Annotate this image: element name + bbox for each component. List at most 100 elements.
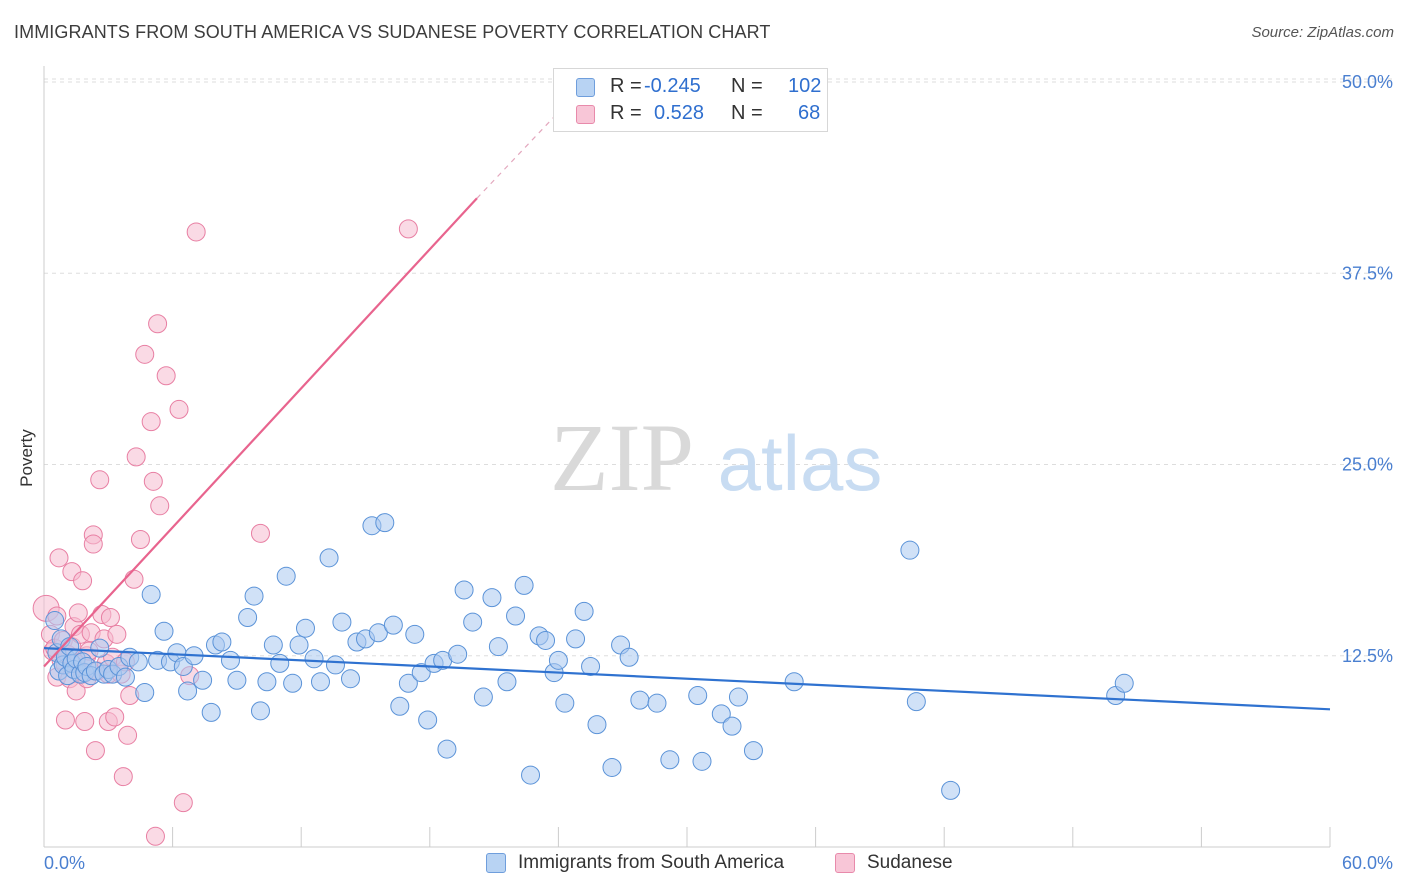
sudanese-points xyxy=(32,219,418,846)
south-america-point xyxy=(295,618,315,638)
south-america-point xyxy=(325,655,345,675)
south-america-point xyxy=(220,650,240,670)
south-america-point xyxy=(418,710,438,730)
south-america-point xyxy=(587,715,607,735)
sudanese-point xyxy=(75,712,95,732)
sudanese-point xyxy=(250,523,270,543)
n-value: 102 xyxy=(788,75,822,97)
sudanese-point xyxy=(156,366,176,386)
south-america-point xyxy=(574,601,594,621)
south-america-point xyxy=(906,692,926,712)
south-america-point xyxy=(398,673,418,693)
south-america-point xyxy=(711,704,731,724)
south-america-point xyxy=(383,615,403,635)
south-america-point xyxy=(368,623,388,643)
sudanese-point xyxy=(49,548,69,568)
trend-lines xyxy=(43,89,1331,711)
south-america-point xyxy=(276,566,296,586)
legend-label: Immigrants from South America xyxy=(518,852,785,873)
sudanese-point xyxy=(143,471,163,491)
n-value: 68 xyxy=(798,102,821,124)
south-america-point xyxy=(405,624,425,644)
south-america-point xyxy=(448,644,468,664)
sudanese-trend-line xyxy=(43,197,478,668)
watermark-zip: ZIP xyxy=(550,404,694,511)
source-label: Source: ZipAtlas.com xyxy=(1251,24,1394,41)
south-america-point xyxy=(900,540,920,560)
sudanese-point xyxy=(113,767,133,787)
correlation-legend: R = -0.245 N = 102 R = 0.528 N = 68 xyxy=(553,68,828,132)
south-america-point xyxy=(45,611,65,631)
sudanese-point xyxy=(141,412,161,432)
sudanese-point xyxy=(100,608,120,627)
sudanese-point xyxy=(90,470,110,490)
south-america-point xyxy=(743,741,763,761)
sudanese-point xyxy=(107,624,127,644)
y-axis-label: Poverty xyxy=(17,429,36,487)
sudanese-point xyxy=(398,219,418,239)
pink-swatch xyxy=(576,105,595,124)
sudanese-point xyxy=(83,534,103,554)
y-tick-label: 50.0% xyxy=(1342,72,1393,92)
y-tick-label: 37.5% xyxy=(1342,263,1393,283)
south-america-point xyxy=(340,669,360,689)
legend-label: Sudanese xyxy=(867,852,953,873)
sudanese-point xyxy=(150,496,170,516)
south-america-point xyxy=(390,696,410,716)
south-america-point xyxy=(463,612,483,632)
axes xyxy=(43,66,1331,848)
south-america-point xyxy=(128,652,148,672)
sudanese-point xyxy=(118,725,138,745)
sudanese-point xyxy=(73,571,93,591)
south-america-point xyxy=(193,670,213,690)
south-america-point xyxy=(722,716,742,736)
south-america-point xyxy=(310,672,330,692)
sudanese-point xyxy=(145,826,165,846)
south-america-point xyxy=(482,588,502,608)
south-america-point xyxy=(548,650,568,670)
sudanese-point xyxy=(130,529,150,549)
chart-title: IMMIGRANTS FROM SOUTH AMERICA VS SUDANES… xyxy=(14,22,771,42)
tick-labels: 12.5% 25.0% 37.5% 50.0% 0.0% 60.0% xyxy=(44,72,1393,873)
blue-swatch xyxy=(576,78,595,97)
south-america-point xyxy=(454,580,474,600)
y-tick-label: 25.0% xyxy=(1342,455,1393,475)
south-america-point xyxy=(555,693,575,713)
south-america-point xyxy=(375,513,395,533)
south-america-point xyxy=(473,687,493,707)
south-america-point xyxy=(619,647,639,667)
south-america-point xyxy=(238,608,258,627)
r-value: 0.528 xyxy=(654,102,705,124)
south-america-point xyxy=(257,672,277,692)
south-america-point xyxy=(227,670,247,690)
south-america-point xyxy=(506,606,526,626)
x-tick-label: 60.0% xyxy=(1342,853,1393,873)
south-america-point xyxy=(514,575,534,595)
south-america-point xyxy=(581,656,601,676)
south-america-point xyxy=(941,780,961,800)
gridlines xyxy=(44,78,1394,657)
south-america-point xyxy=(250,701,270,721)
south-america-point xyxy=(1114,673,1134,693)
sudanese-point xyxy=(55,710,75,730)
sudanese-point xyxy=(85,741,105,761)
south-america-point xyxy=(488,637,508,657)
south-america-point xyxy=(521,765,541,785)
south-america-point xyxy=(784,672,804,692)
south-america-point xyxy=(178,681,198,701)
south-america-trend-line xyxy=(43,647,1331,711)
watermark-atlas: atlas xyxy=(718,419,883,507)
pink-swatch xyxy=(835,853,855,873)
south-america-point xyxy=(497,672,517,692)
south-america-point xyxy=(244,586,264,606)
blue-swatch xyxy=(486,853,506,873)
sudanese-point xyxy=(105,707,125,727)
south-america-point xyxy=(728,687,748,707)
south-america-point xyxy=(319,548,339,568)
south-america-point xyxy=(692,751,712,771)
south-america-point xyxy=(647,693,667,713)
south-america-point xyxy=(263,635,283,655)
south-america-point xyxy=(115,667,135,687)
south-america-point xyxy=(660,750,680,770)
